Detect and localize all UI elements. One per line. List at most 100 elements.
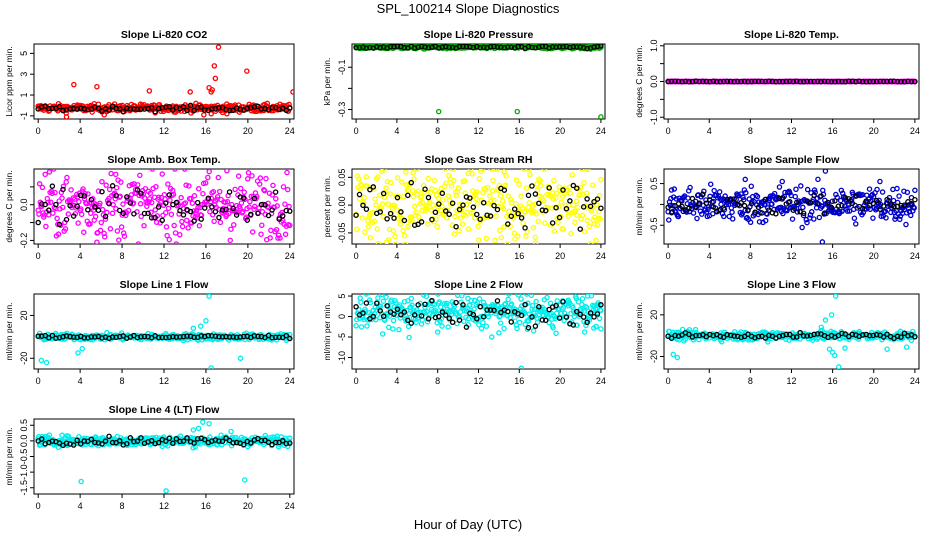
data-point xyxy=(479,169,486,172)
data-point xyxy=(43,223,49,230)
reference-point xyxy=(529,44,535,51)
reference-point xyxy=(194,199,201,206)
reference-point xyxy=(800,79,807,85)
data-points xyxy=(353,44,604,119)
data-point xyxy=(444,300,450,307)
data-point xyxy=(431,177,438,184)
reference-point xyxy=(187,102,194,109)
y-tick-label: 20 xyxy=(19,310,29,320)
reference-point xyxy=(202,436,208,443)
reference-point xyxy=(587,310,594,316)
reference-point xyxy=(835,203,842,209)
x-tick-label: 16 xyxy=(828,251,838,261)
reference-point xyxy=(748,78,755,85)
data-point xyxy=(533,298,539,305)
data-point xyxy=(434,223,440,230)
data-point xyxy=(541,169,548,172)
data-point xyxy=(673,196,680,202)
data-point xyxy=(390,326,396,332)
x-tick-label: 4 xyxy=(394,126,399,136)
reference-point xyxy=(877,78,883,85)
data-point xyxy=(525,169,532,172)
reference-point xyxy=(262,202,268,208)
x-tick-label: 4 xyxy=(707,251,712,261)
x-tick-label: 24 xyxy=(596,376,606,386)
reference-point xyxy=(755,204,762,211)
reference-point xyxy=(832,198,838,204)
reference-point xyxy=(377,308,383,314)
reference-point xyxy=(474,316,480,322)
reference-point xyxy=(184,435,190,441)
x-tick-label: 24 xyxy=(285,126,295,136)
reference-point xyxy=(668,335,675,341)
reference-point xyxy=(131,211,137,217)
reference-point xyxy=(738,200,744,206)
y-axis-label: ml/min per min. xyxy=(4,427,14,485)
outlier-point xyxy=(826,346,833,352)
outlier-point xyxy=(598,326,604,332)
data-point xyxy=(804,186,811,193)
data-point xyxy=(500,205,507,212)
data-point xyxy=(163,224,170,230)
data-point xyxy=(853,221,859,227)
reference-point xyxy=(762,335,769,341)
data-point xyxy=(483,323,490,329)
data-point xyxy=(740,197,747,203)
reference-point xyxy=(163,200,169,206)
data-point xyxy=(476,296,483,302)
reference-point xyxy=(184,107,190,114)
panel-title: Slope Line 1 Flow xyxy=(120,279,210,291)
reference-point xyxy=(672,78,678,84)
data-point xyxy=(478,325,485,332)
reference-point xyxy=(549,44,556,50)
data-point xyxy=(385,201,391,208)
data-point xyxy=(533,211,539,217)
data-point xyxy=(42,171,48,178)
x-tick-label: 24 xyxy=(285,376,295,386)
data-point xyxy=(851,215,858,222)
data-point xyxy=(837,197,844,204)
plot-frame xyxy=(33,418,295,495)
reference-point xyxy=(99,188,105,195)
data-point xyxy=(739,210,746,217)
data-point xyxy=(391,202,398,209)
reference-point xyxy=(814,200,821,207)
outlier-point xyxy=(530,328,537,334)
reference-point xyxy=(790,207,796,213)
reference-point xyxy=(905,78,911,85)
data-point xyxy=(732,329,738,335)
reference-point xyxy=(598,205,604,211)
outlier-point xyxy=(532,240,539,244)
x-tick-label: 20 xyxy=(869,126,879,136)
reference-point xyxy=(401,309,408,315)
reference-point xyxy=(127,106,134,112)
x-tick-label: 8 xyxy=(748,251,753,261)
reference-point xyxy=(707,78,713,85)
data-point xyxy=(423,294,430,300)
data-point xyxy=(819,203,825,210)
reference-point xyxy=(762,78,769,85)
outlier-point xyxy=(206,294,212,299)
reference-point xyxy=(870,200,876,207)
data-point xyxy=(99,206,106,213)
reference-point xyxy=(384,303,390,309)
reference-point xyxy=(741,78,748,85)
reference-point xyxy=(539,317,546,323)
data-point xyxy=(596,302,602,308)
data-point xyxy=(179,223,186,230)
y-axis-label: ml/min per min. xyxy=(4,302,14,360)
data-point xyxy=(415,188,421,194)
reference-point xyxy=(467,195,473,201)
data-point xyxy=(403,182,410,188)
data-point xyxy=(249,173,255,179)
data-point xyxy=(497,227,503,234)
reference-point xyxy=(198,216,204,222)
reference-point xyxy=(686,79,692,85)
data-point xyxy=(284,186,291,193)
data-point xyxy=(159,171,165,177)
data-point xyxy=(514,325,520,332)
reference-point xyxy=(394,44,401,49)
reference-point xyxy=(244,217,251,223)
